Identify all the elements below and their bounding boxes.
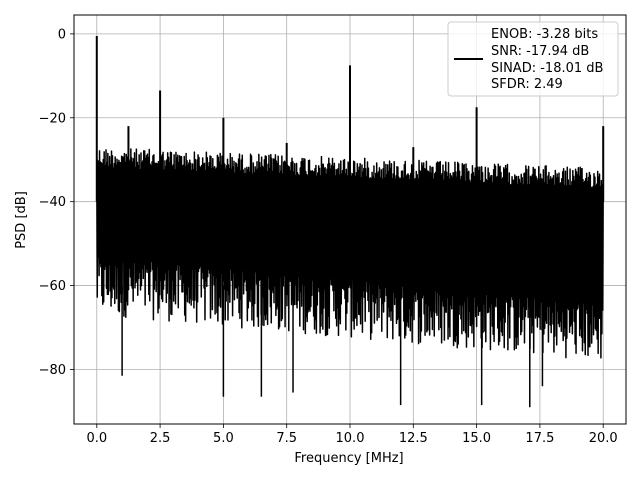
x-tick-label: 0.0 — [86, 431, 107, 446]
legend-entry-sfdr: SFDR: 2.49 — [491, 77, 563, 92]
y-tick-label: 0 — [58, 27, 66, 42]
y-axis-ticks: 0 −20 −40 −60 −80 — [39, 27, 74, 378]
y-tick-label: −20 — [39, 111, 66, 126]
y-tick-label: −60 — [39, 279, 66, 294]
x-tick-label: 5.0 — [213, 431, 234, 446]
x-tick-label: 10.0 — [336, 431, 365, 446]
legend-box — [447, 21, 619, 97]
legend-entry-sinad: SINAD: -18.01 dB — [491, 61, 603, 76]
x-tick-label: 15.0 — [462, 431, 491, 446]
x-tick-label: 7.5 — [276, 431, 297, 446]
x-tick-label: 20.0 — [589, 431, 618, 446]
legend: ENOB: -3.28 bits SNR: -17.94 dB SINAD: -… — [447, 21, 619, 97]
y-tick-label: −40 — [39, 195, 66, 210]
x-tick-label: 12.5 — [399, 431, 428, 446]
legend-entry-snr: SNR: -17.94 dB — [491, 44, 589, 59]
x-tick-label: 17.5 — [525, 431, 554, 446]
y-tick-label: −80 — [39, 363, 66, 378]
x-tick-label: 2.5 — [150, 431, 171, 446]
x-axis-ticks: 0.0 2.5 5.0 7.5 10.0 12.5 15.0 17.5 20.0 — [86, 424, 618, 446]
x-axis-label: Frequency [MHz] — [294, 451, 403, 466]
y-axis-label: PSD [dB] — [14, 191, 29, 249]
spike-marks — [95, 35, 605, 408]
legend-entry-enob: ENOB: -3.28 bits — [491, 27, 598, 42]
